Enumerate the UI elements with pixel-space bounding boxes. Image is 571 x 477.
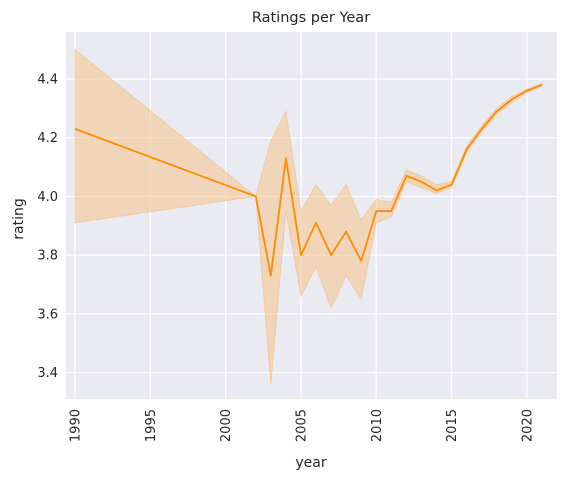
series-line bbox=[74, 83, 543, 277]
y-tick-label: 3.8 bbox=[37, 249, 58, 264]
x-tick-label: 1995 bbox=[144, 409, 159, 442]
y-tick-label: 3.6 bbox=[37, 307, 58, 322]
y-axis-label: rating bbox=[11, 198, 27, 239]
x-axis-label: year bbox=[295, 455, 326, 471]
y-tick-label: 4.4 bbox=[37, 72, 58, 87]
confidence-band bbox=[74, 48, 543, 385]
x-tick-label: 2020 bbox=[520, 409, 535, 442]
chart-title: Ratings per Year bbox=[252, 10, 370, 26]
y-axis-ticks: 3.4 3.6 3.8 4.0 4.2 4.4 bbox=[37, 72, 58, 381]
data-line bbox=[74, 83, 543, 277]
x-axis-ticks: 1990 1995 2000 2005 2010 2015 2020 bbox=[69, 409, 536, 442]
y-tick-label: 3.4 bbox=[37, 366, 58, 381]
confidence-band-area bbox=[74, 48, 543, 385]
x-tick-label: 2010 bbox=[370, 409, 385, 442]
x-tick-label: 1990 bbox=[69, 409, 84, 442]
x-tick-label: 2000 bbox=[219, 409, 234, 442]
y-tick-label: 4.2 bbox=[37, 131, 58, 146]
x-tick-label: 2015 bbox=[445, 409, 460, 442]
x-tick-label: 2005 bbox=[294, 409, 309, 442]
y-tick-label: 4.0 bbox=[37, 190, 58, 205]
